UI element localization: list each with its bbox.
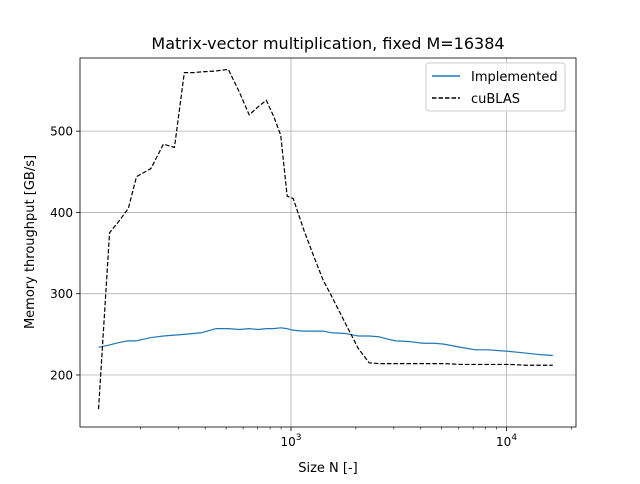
legend-frame (425, 62, 566, 112)
x-axis-label: Size N [-] (298, 461, 358, 476)
chart-title: Matrix-vector multiplication, fixed M=16… (151, 34, 504, 53)
y-axis-label: Memory throughput [GB/s] (23, 155, 38, 329)
legend-label-implemented: Implemented (471, 70, 558, 85)
x-tick-label: 103 (280, 433, 301, 449)
grid-lines (80, 58, 576, 427)
series-group (97, 68, 553, 410)
series-line-cublas (97, 68, 553, 410)
axes-group: 103 104 200 300 400 500 (50, 57, 577, 449)
y-tick-label: 200 (50, 368, 73, 382)
y-tick-label: 300 (50, 287, 73, 301)
y-tick-label: 400 (50, 206, 73, 220)
x-tick-label: 104 (496, 433, 517, 449)
axes-frame (79, 57, 577, 428)
y-tick-label: 500 (50, 125, 73, 139)
legend: Implemented cuBLAS (425, 62, 566, 112)
series-line-implemented (98, 327, 553, 357)
legend-label-cublas: cuBLAS (471, 92, 520, 107)
